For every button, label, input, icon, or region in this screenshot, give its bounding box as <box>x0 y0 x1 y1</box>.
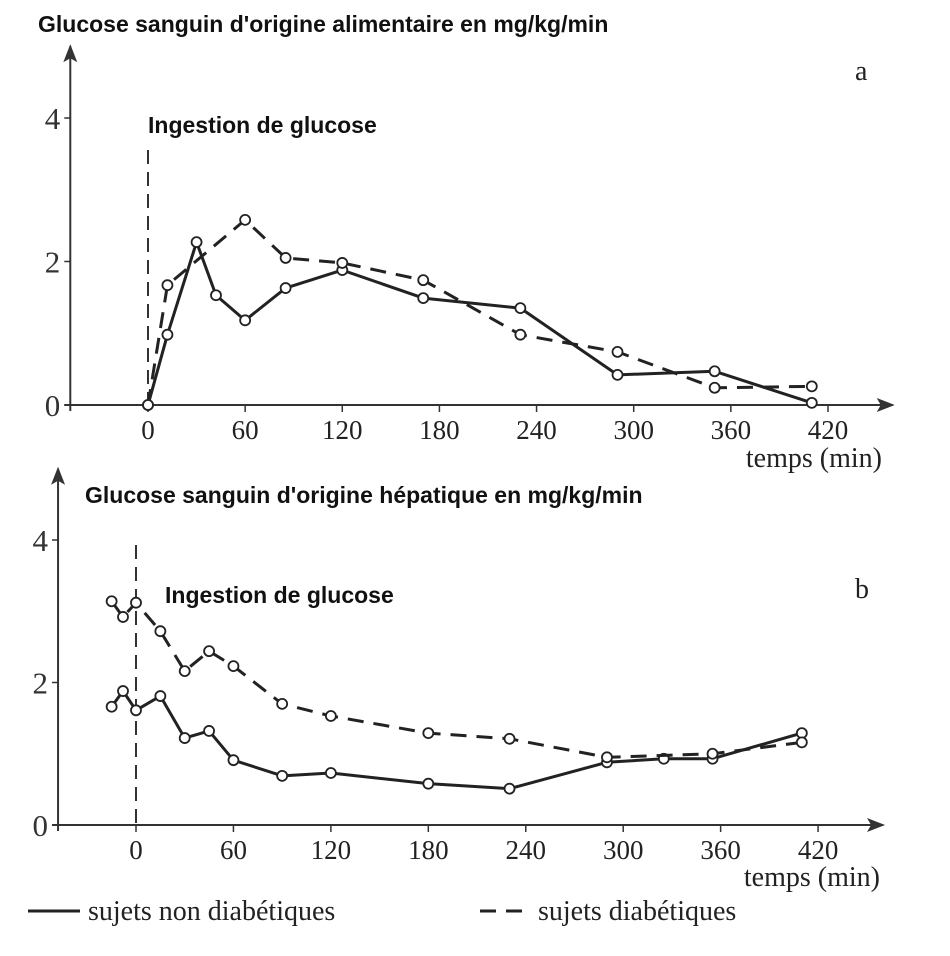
x-tick-label: 240 <box>506 835 547 865</box>
y-tick-label: 4 <box>33 523 49 558</box>
point <box>276 769 289 782</box>
y-axis-arrow <box>51 466 66 485</box>
y-tick-label: 0 <box>33 808 49 843</box>
point <box>514 328 527 341</box>
point <box>706 747 719 760</box>
point <box>227 660 240 673</box>
chart-title: Glucose sanguin d'origine hépatique en m… <box>85 482 643 508</box>
point <box>117 611 129 623</box>
x-axis-arrow <box>867 818 886 832</box>
y-tick-label: 2 <box>33 666 49 701</box>
legend-label: sujets diabétiques <box>538 896 736 927</box>
point <box>708 381 721 394</box>
point <box>130 596 142 609</box>
point <box>142 399 154 411</box>
point <box>190 236 203 249</box>
point <box>161 328 174 341</box>
y-axis-arrow <box>63 44 78 63</box>
point <box>130 704 142 717</box>
x-tick-label: 300 <box>603 835 644 865</box>
x-tick-label: 120 <box>322 415 363 445</box>
series-line <box>110 600 803 759</box>
point <box>154 690 167 702</box>
annotation: Ingestion de glucose <box>148 112 377 138</box>
point <box>422 777 435 790</box>
x-tick-label: 120 <box>311 835 352 865</box>
x-axis-arrow <box>876 398 895 412</box>
x-tick-label: 300 <box>613 415 654 445</box>
x-tick-label: 0 <box>129 835 143 865</box>
point <box>417 274 430 287</box>
point <box>276 697 289 710</box>
point <box>601 751 613 764</box>
series-line <box>146 240 813 406</box>
point <box>279 252 292 264</box>
x-tick-label: 240 <box>516 415 557 445</box>
point <box>161 279 174 292</box>
point <box>239 314 252 327</box>
point <box>279 282 292 294</box>
x-tick-label: 420 <box>798 835 839 865</box>
x-tick-label: 180 <box>419 415 460 445</box>
point <box>239 213 252 226</box>
y-tick-label: 4 <box>45 101 61 136</box>
y-tick-label: 0 <box>45 388 61 423</box>
annotation: Ingestion de glucose <box>165 582 394 608</box>
point <box>227 754 240 767</box>
point <box>795 736 808 749</box>
point <box>805 396 818 409</box>
point <box>324 710 337 722</box>
y-tick-label: 2 <box>45 245 61 280</box>
point <box>708 365 721 378</box>
point <box>503 732 516 745</box>
point <box>324 767 337 779</box>
point <box>611 346 624 358</box>
x-tick-label: 420 <box>808 415 849 445</box>
point <box>154 625 167 638</box>
panel-label: b <box>855 574 869 605</box>
x-tick-label: 0 <box>141 415 155 445</box>
point <box>117 685 129 697</box>
point <box>178 665 191 677</box>
series-line <box>146 218 812 406</box>
series-line <box>110 689 803 791</box>
point <box>203 645 215 658</box>
point <box>336 257 349 269</box>
x-axis-label: temps (min) <box>744 862 880 893</box>
point <box>178 732 191 744</box>
x-tick-label: 360 <box>700 835 741 865</box>
panel-label: a <box>855 56 868 87</box>
point <box>203 725 215 737</box>
point <box>503 782 516 795</box>
point <box>422 727 435 739</box>
point <box>105 595 118 608</box>
point <box>210 289 222 302</box>
point <box>514 302 527 315</box>
chart-title: Glucose sanguin d'origine alimentaire en… <box>38 11 608 37</box>
point <box>105 700 118 713</box>
x-tick-label: 60 <box>220 835 247 865</box>
point <box>611 368 624 381</box>
point <box>805 380 818 393</box>
legend-label: sujets non diabétiques <box>88 896 335 927</box>
x-tick-label: 60 <box>232 415 259 445</box>
x-tick-label: 360 <box>711 415 752 445</box>
point <box>417 292 430 304</box>
x-axis-label: temps (min) <box>746 443 882 474</box>
x-tick-label: 180 <box>408 835 449 865</box>
